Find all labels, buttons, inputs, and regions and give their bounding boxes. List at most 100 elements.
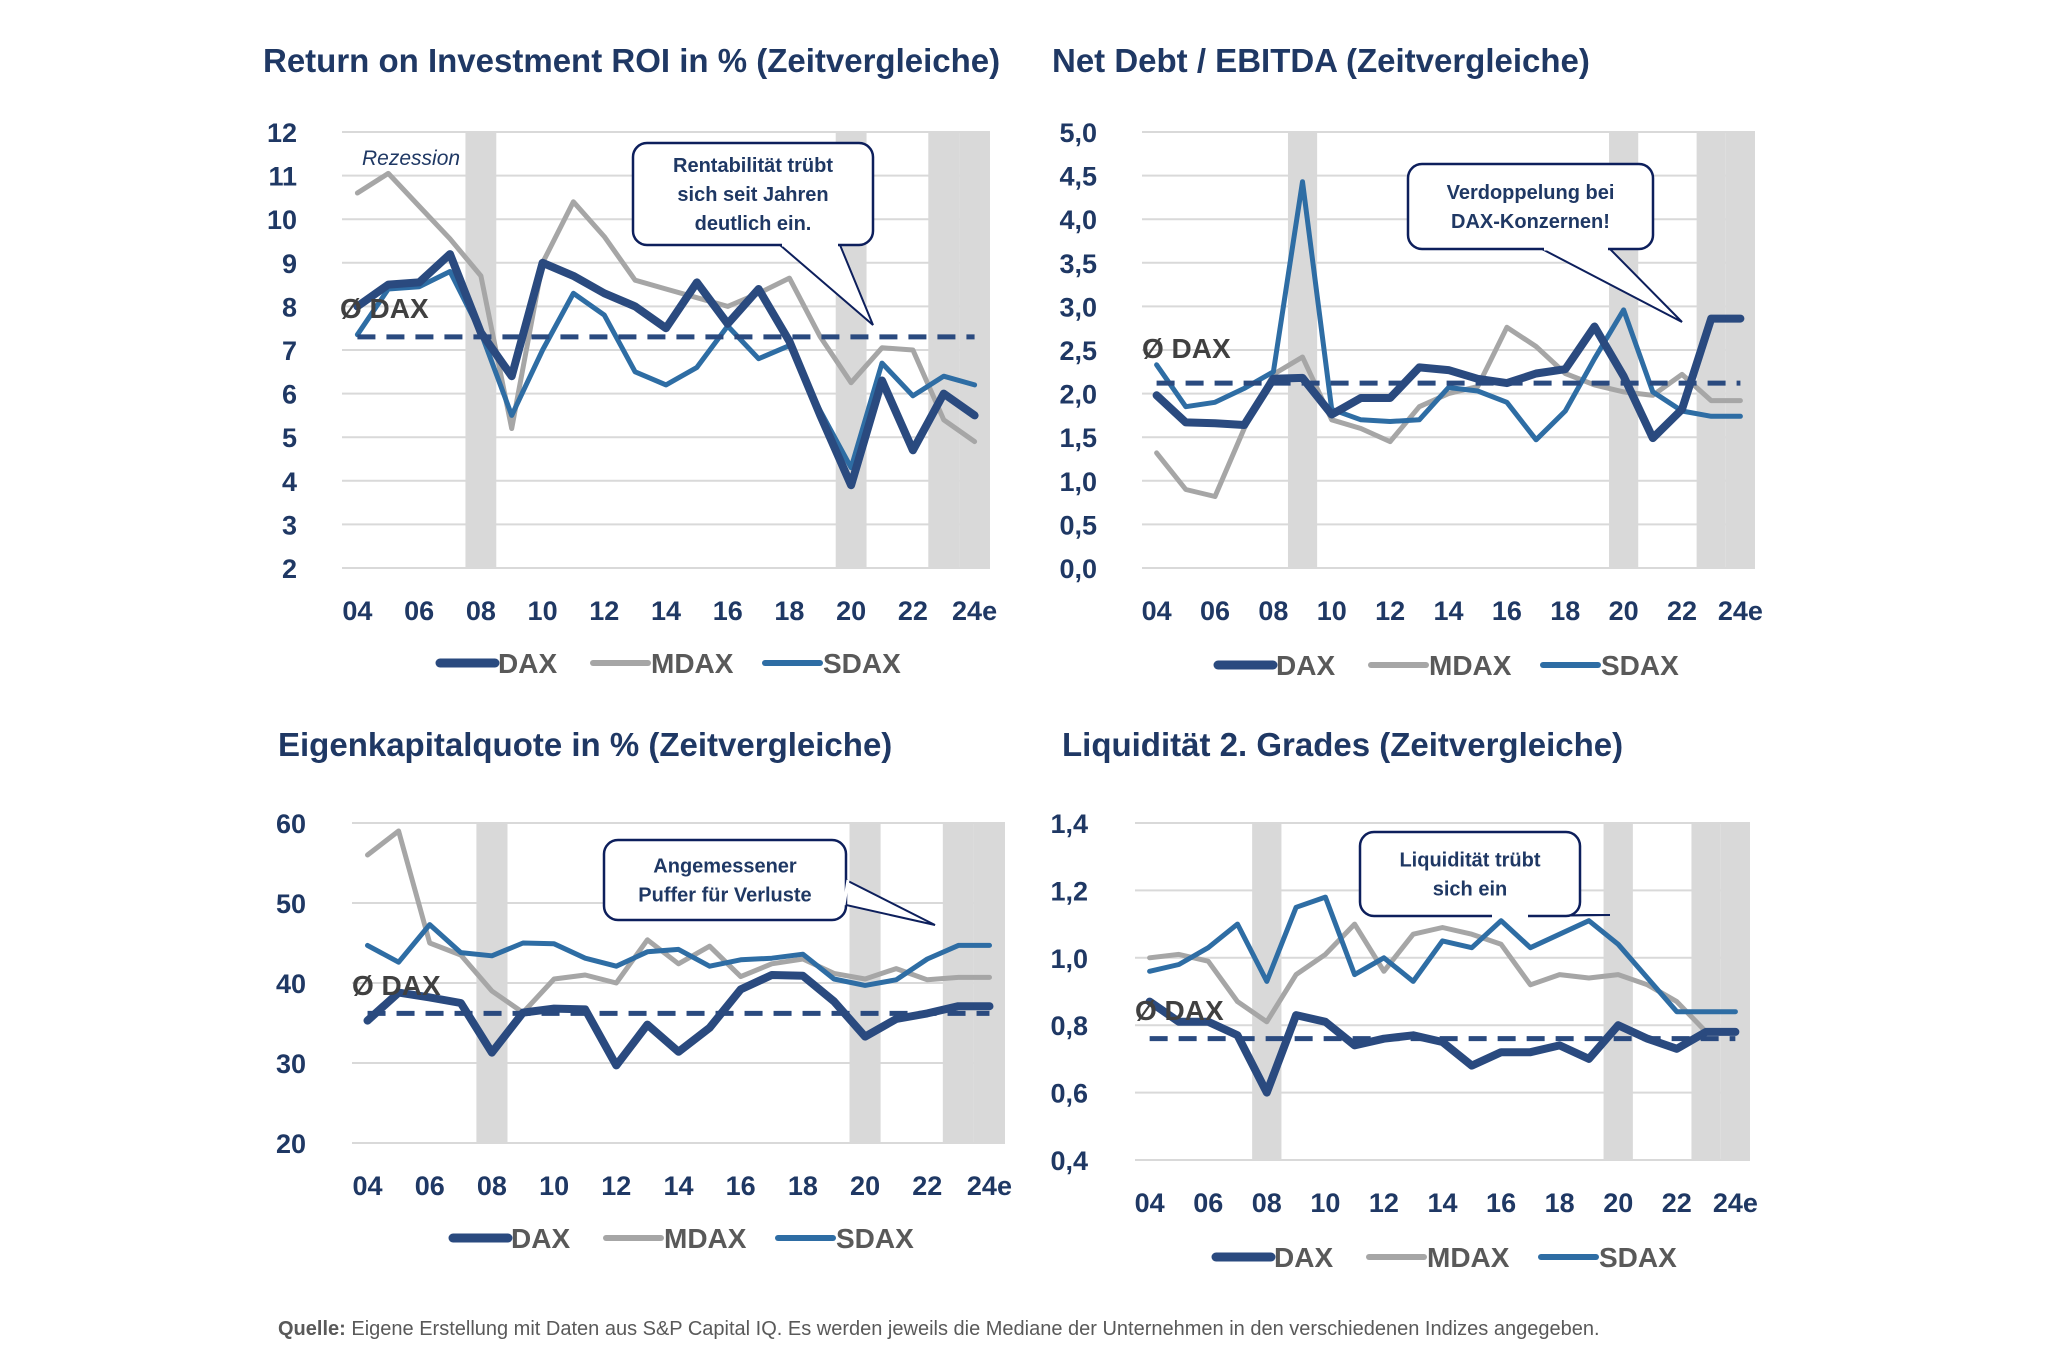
- x-tick-label: 04: [1135, 1188, 1165, 1218]
- legend-label-mdax: MDAX: [651, 648, 734, 679]
- legend: DAX MDAX SDAX: [435, 648, 901, 679]
- x-tick-label: 10: [1317, 596, 1347, 626]
- x-tick-label: 20: [836, 596, 866, 626]
- y-tick-label: 1,0: [1050, 944, 1088, 974]
- x-tick-label: 18: [1550, 596, 1580, 626]
- x-tick-label: 24e: [1713, 1188, 1758, 1218]
- legend: DAX MDAX SDAX: [1213, 650, 1679, 681]
- callout-box: [631, 141, 875, 247]
- x-tick-label: 24e: [952, 596, 997, 626]
- x-tick-label: 10: [539, 1171, 569, 1201]
- series-line-dax: [1145, 997, 1740, 1097]
- average-label: Ø DAX: [1135, 995, 1224, 1026]
- legend-label-dax: DAX: [1274, 1242, 1333, 1273]
- series-line-mdax: [1154, 324, 1743, 499]
- callout: Liquidität trübt sich ein: [1358, 830, 1611, 918]
- y-tick-label: 50: [276, 889, 306, 919]
- callout-box: [602, 838, 848, 922]
- callout: Rentabilität trübt sich seit Jahren deutli…: [631, 141, 875, 326]
- callout-box: [1406, 162, 1655, 251]
- y-tick-label: 2: [282, 554, 297, 584]
- series-line-sdax: [354, 269, 978, 471]
- y-tick-label: 20: [276, 1129, 306, 1159]
- series-line-sdax: [1147, 894, 1738, 1015]
- x-tick-label: 08: [1258, 596, 1288, 626]
- x-tick-label: 04: [353, 1171, 383, 1201]
- x-tick-label: 22: [898, 596, 928, 626]
- x-tick-label: 18: [1545, 1188, 1575, 1218]
- x-tick-label: 14: [651, 596, 681, 626]
- callout-text: Angemessener: [653, 856, 797, 878]
- recession-band: [1691, 823, 1721, 1160]
- y-tick-label: 60: [276, 809, 306, 839]
- legend-label-dax: DAX: [1276, 650, 1335, 681]
- callout-box: [1358, 830, 1582, 918]
- x-tick-label: 12: [1369, 1188, 1399, 1218]
- callout-text: sich seit Jahren: [677, 184, 828, 206]
- legend-label-dax: DAX: [498, 648, 557, 679]
- chart-2: Net Debt / EBITDA (Zeitvergleiche) 0,0 0,5…: [1052, 42, 1763, 681]
- legend-label-sdax: SDAX: [823, 648, 901, 679]
- x-tick-label: 12: [589, 596, 619, 626]
- y-tick-label: 1,4: [1050, 809, 1088, 839]
- x-tick-label: 22: [1667, 596, 1697, 626]
- x-tick-label: 08: [1252, 1188, 1282, 1218]
- x-tick-label: 20: [850, 1171, 880, 1201]
- legend-label-sdax: SDAX: [836, 1223, 914, 1254]
- callout-text: sich ein: [1433, 879, 1507, 901]
- callout-text: deutlich ein.: [695, 213, 812, 235]
- y-tick-label: 0,0: [1059, 554, 1097, 584]
- chart-1: Return on Investment ROI in % (Zeitvergl…: [263, 42, 1000, 679]
- callout-text: Puffer für Verluste: [638, 885, 811, 907]
- legend-label-sdax: SDAX: [1601, 650, 1679, 681]
- y-tick-label: 0,5: [1059, 510, 1097, 540]
- y-tick-label: 3,0: [1059, 292, 1097, 322]
- y-tick-label: 11: [268, 162, 297, 192]
- recession-band: [1252, 823, 1282, 1160]
- x-tick-label: 12: [601, 1171, 631, 1201]
- chart-3: Eigenkapitalquote in % (Zeitvergleiche) 2…: [276, 726, 1012, 1254]
- callout: Angemessener Puffer für Verluste: [602, 838, 936, 926]
- y-tick-label: 30: [276, 1049, 306, 1079]
- x-tick-label: 22: [912, 1171, 942, 1201]
- callout-text: Verdoppelung bei: [1447, 182, 1615, 204]
- y-tick-label: 6: [282, 380, 297, 410]
- x-tick-label: 24e: [967, 1171, 1012, 1201]
- y-tick-label: 0,4: [1050, 1146, 1088, 1176]
- y-tick-label: 5: [282, 423, 297, 453]
- y-tick-label: 0,8: [1050, 1011, 1088, 1041]
- y-tick-label: 3,5: [1059, 249, 1097, 279]
- average-label: Ø DAX: [352, 970, 441, 1001]
- x-tick-label: 16: [713, 596, 743, 626]
- x-tick-label: 14: [1433, 596, 1463, 626]
- callout: Verdoppelung bei DAX-Konzernen!: [1406, 162, 1683, 323]
- callout-text: Rentabilität trübt: [673, 155, 833, 177]
- y-tick-label: 7: [282, 336, 297, 366]
- x-tick-label: 16: [1486, 1188, 1516, 1218]
- x-tick-label: 12: [1375, 596, 1405, 626]
- chart-title: Net Debt / EBITDA (Zeitvergleiche): [1052, 42, 1590, 79]
- legend-label-mdax: MDAX: [664, 1223, 747, 1254]
- y-tick-label: 0,6: [1050, 1079, 1088, 1109]
- y-tick-label: 9: [282, 249, 297, 279]
- footer-text: Eigene Erstellung mit Daten aus S&P Capi…: [351, 1318, 1600, 1340]
- x-tick-label: 06: [1200, 596, 1230, 626]
- chart-title: Return on Investment ROI in % (Zeitvergl…: [263, 42, 1000, 79]
- y-tick-label: 1,2: [1050, 876, 1088, 906]
- chart-title: Eigenkapitalquote in % (Zeitvergleiche): [278, 726, 892, 763]
- callout-text: DAX-Konzernen!: [1451, 211, 1610, 233]
- y-tick-label: 8: [282, 292, 297, 322]
- average-label: Ø DAX: [340, 293, 429, 324]
- x-tick-label: 22: [1662, 1188, 1692, 1218]
- y-tick-label: 4,5: [1059, 162, 1097, 192]
- x-tick-label: 04: [1142, 596, 1172, 626]
- series-line-dax: [363, 971, 994, 1070]
- chart-4: Liquidität 2. Grades (Zeitvergleiche) 0,4…: [1050, 726, 1757, 1273]
- legend: DAX MDAX SDAX: [1211, 1242, 1677, 1273]
- legend: DAX MDAX SDAX: [448, 1223, 914, 1254]
- average-label: Ø DAX: [1142, 333, 1231, 364]
- series-line-sdax: [365, 922, 992, 988]
- x-tick-label: 04: [342, 596, 372, 626]
- y-tick-label: 4: [282, 467, 297, 497]
- x-tick-label: 18: [788, 1171, 818, 1201]
